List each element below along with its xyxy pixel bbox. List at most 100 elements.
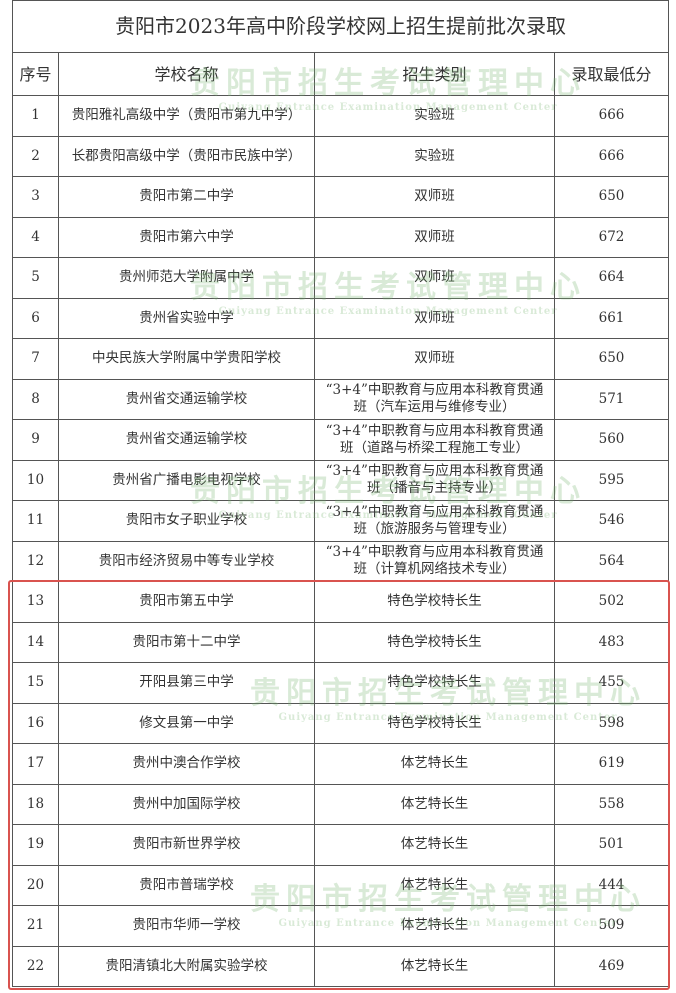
min-score: 666 <box>553 135 670 177</box>
table-row: 19 贵阳市新世界学校 体艺特长生 501 <box>12 824 670 866</box>
school-name: 贵州中澳合作学校 <box>58 743 315 785</box>
table-row: 20 贵阳市普瑞学校 体艺特长生 444 <box>12 864 670 906</box>
admission-category: 体艺特长生 <box>314 864 555 906</box>
min-score: 483 <box>553 621 670 663</box>
admission-category: 双师班 <box>314 257 555 299</box>
min-score: 558 <box>553 783 670 825</box>
school-name: 贵州省实验中学 <box>58 297 315 339</box>
min-score: 598 <box>553 702 670 744</box>
row-number: 6 <box>12 297 59 339</box>
min-score: 560 <box>553 419 670 461</box>
table-row: 7 中央民族大学附属中学贵阳学校 双师班 650 <box>12 338 670 380</box>
row-number: 5 <box>12 257 59 299</box>
table-row: 8 贵州省交通运输学校 “3+4”中职教育与应用本科教育贯通班（汽车运用与维修专业）… <box>12 378 670 420</box>
row-number: 1 <box>12 95 59 137</box>
table-row: 4 贵阳市第六中学 双师班 672 <box>12 216 670 258</box>
row-number: 22 <box>12 945 59 987</box>
admission-category: 双师班 <box>314 297 555 339</box>
school-name: 贵阳市华师一学校 <box>58 905 315 947</box>
school-name: 贵州师范大学附属中学 <box>58 257 315 299</box>
row-number: 20 <box>12 864 59 906</box>
admission-category: 体艺特长生 <box>314 945 555 987</box>
admission-category: “3+4”中职教育与应用本科教育贯通班（旅游服务与管理专业） <box>314 500 555 542</box>
table-title: 贵阳市2023年高中阶段学校网上招生提前批次录取 <box>11 0 670 53</box>
admission-category: “3+4”中职教育与应用本科教育贯通班（汽车运用与维修专业） <box>314 378 555 420</box>
school-name: 贵阳市新世界学校 <box>58 824 315 866</box>
admission-category: 实验班 <box>314 95 555 137</box>
row-number: 7 <box>12 338 59 380</box>
row-number: 14 <box>12 621 59 663</box>
table-row: 1 贵阳雅礼高级中学（贵阳市第九中学） 实验班 666 <box>12 95 670 137</box>
school-name: 贵州省交通运输学校 <box>58 378 315 420</box>
table-row: 14 贵阳市第十二中学 特色学校特长生 483 <box>12 621 670 663</box>
admission-category: 特色学校特长生 <box>314 581 555 623</box>
row-number: 2 <box>12 135 59 177</box>
table-row: 21 贵阳市华师一学校 体艺特长生 509 <box>12 905 670 947</box>
school-name: 贵阳市普瑞学校 <box>58 864 315 906</box>
school-name: 贵阳市第十二中学 <box>58 621 315 663</box>
row-number: 13 <box>12 581 59 623</box>
table-row: 17 贵州中澳合作学校 体艺特长生 619 <box>12 743 670 785</box>
min-score: 650 <box>553 176 670 218</box>
row-number: 4 <box>12 216 59 258</box>
admission-category: 体艺特长生 <box>314 824 555 866</box>
header-no: 序号 <box>12 52 59 96</box>
min-score: 509 <box>553 905 670 947</box>
school-name: 开阳县第三中学 <box>58 662 315 704</box>
table-row: 6 贵州省实验中学 双师班 661 <box>12 297 670 339</box>
school-name: 贵州省交通运输学校 <box>58 419 315 461</box>
table-row: 3 贵阳市第二中学 双师班 650 <box>12 176 670 218</box>
min-score: 502 <box>553 581 670 623</box>
table-row: 2 长郡贵阳高级中学（贵阳市民族中学） 实验班 666 <box>12 135 670 177</box>
row-number: 12 <box>12 540 59 582</box>
admission-table: 贵阳市2023年高中阶段学校网上招生提前批次录取 序号 学校名称 招生类别 录取… <box>11 0 670 987</box>
school-name: 贵阳市经济贸易中等专业学校 <box>58 540 315 582</box>
min-score: 661 <box>553 297 670 339</box>
admission-category: 特色学校特长生 <box>314 662 555 704</box>
min-score: 546 <box>553 500 670 542</box>
admission-category: 体艺特长生 <box>314 783 555 825</box>
min-score: 564 <box>553 540 670 582</box>
table-row: 13 贵阳市第五中学 特色学校特长生 502 <box>12 581 670 623</box>
admission-category: 双师班 <box>314 216 555 258</box>
school-name: 贵阳市第五中学 <box>58 581 315 623</box>
school-name: 贵阳清镇北大附属实验学校 <box>58 945 315 987</box>
school-name: 贵阳市女子职业学校 <box>58 500 315 542</box>
table-row: 10 贵州省广播电影电视学校 “3+4”中职教育与应用本科教育贯通班（播音与主持专业… <box>12 459 670 501</box>
row-number: 21 <box>12 905 59 947</box>
row-number: 11 <box>12 500 59 542</box>
row-number: 19 <box>12 824 59 866</box>
min-score: 501 <box>553 824 670 866</box>
min-score: 666 <box>553 95 670 137</box>
row-number: 8 <box>12 378 59 420</box>
admission-category: 双师班 <box>314 176 555 218</box>
table-row: 16 修文县第一中学 特色学校特长生 598 <box>12 702 670 744</box>
min-score: 469 <box>553 945 670 987</box>
header-category: 招生类别 <box>314 52 555 96</box>
school-name: 贵阳市第六中学 <box>58 216 315 258</box>
admission-category: “3+4”中职教育与应用本科教育贯通班（道路与桥梁工程施工专业） <box>314 419 555 461</box>
table-row: 22 贵阳清镇北大附属实验学校 体艺特长生 469 <box>12 945 670 987</box>
header-school: 学校名称 <box>58 52 315 96</box>
admission-category: 体艺特长生 <box>314 905 555 947</box>
admission-category: “3+4”中职教育与应用本科教育贯通班（计算机网络技术专业） <box>314 540 555 582</box>
min-score: 650 <box>553 338 670 380</box>
table-row: 5 贵州师范大学附属中学 双师班 664 <box>12 257 670 299</box>
admission-category: 特色学校特长生 <box>314 621 555 663</box>
row-number: 15 <box>12 662 59 704</box>
school-name: 长郡贵阳高级中学（贵阳市民族中学） <box>58 135 315 177</box>
table-row: 15 开阳县第三中学 特色学校特长生 455 <box>12 662 670 704</box>
admission-category: 特色学校特长生 <box>314 702 555 744</box>
table-row: 18 贵州中加国际学校 体艺特长生 558 <box>12 783 670 825</box>
min-score: 571 <box>553 378 670 420</box>
row-number: 9 <box>12 419 59 461</box>
row-number: 18 <box>12 783 59 825</box>
admission-category: 双师班 <box>314 338 555 380</box>
min-score: 444 <box>553 864 670 906</box>
admission-category: 体艺特长生 <box>314 743 555 785</box>
header-score: 录取最低分 <box>553 52 670 96</box>
row-number: 16 <box>12 702 59 744</box>
school-name: 贵州省广播电影电视学校 <box>58 459 315 501</box>
school-name: 修文县第一中学 <box>58 702 315 744</box>
